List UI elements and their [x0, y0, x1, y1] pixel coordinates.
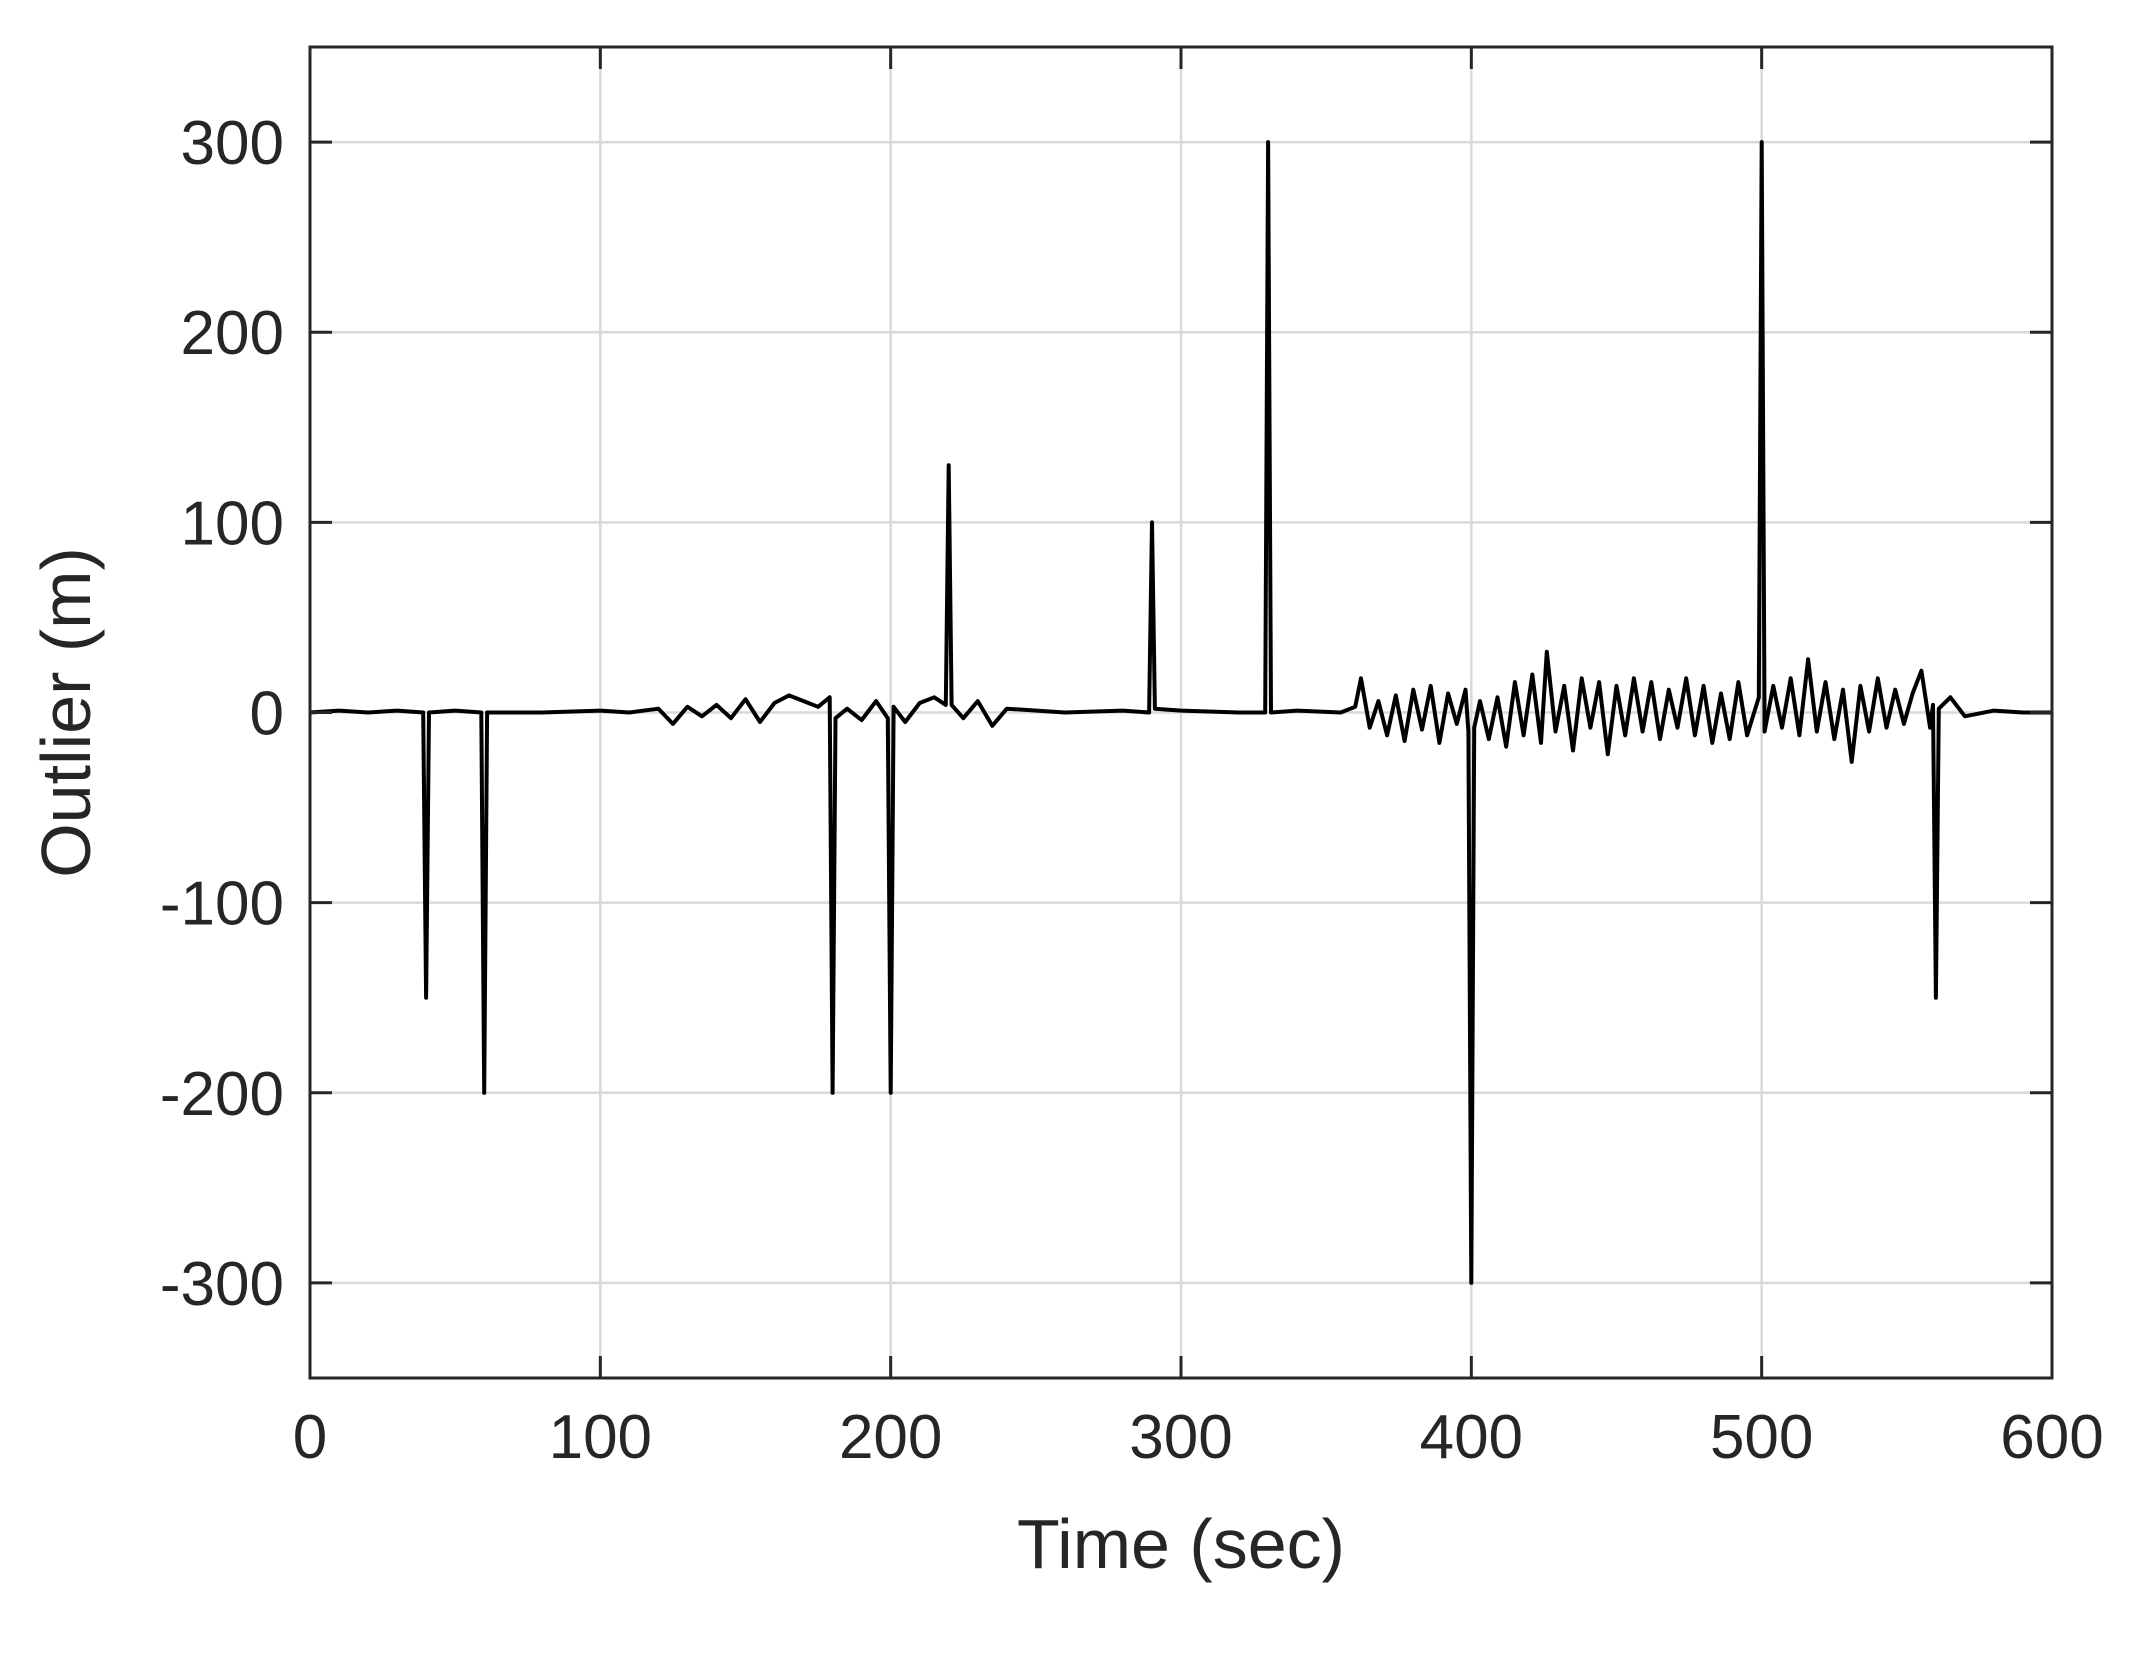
- y-tick-label: 0: [250, 680, 284, 749]
- y-tick-labels: 300 200 100 0 -100 -200 -300: [160, 109, 284, 1319]
- x-axis-label: Time (sec): [1017, 1505, 1345, 1583]
- y-tick-label: -300: [160, 1250, 284, 1319]
- y-tick-label: -100: [160, 870, 284, 939]
- x-tick-label: 600: [2000, 1403, 2103, 1472]
- series-layer: [309, 140, 2052, 1285]
- x-tick-label: 500: [1710, 1403, 1813, 1472]
- x-tick-labels: 0 100 200 300 400 500 600: [293, 1403, 2104, 1472]
- y-tick-label: 300: [181, 109, 284, 178]
- y-axis-label: Outlier (m): [27, 547, 105, 878]
- x-tick-label: 300: [1129, 1403, 1232, 1472]
- x-tick-label: 100: [549, 1403, 652, 1472]
- series-line: [309, 140, 2052, 1285]
- y-tick-label: 100: [181, 489, 284, 558]
- x-tick-label: 0: [293, 1403, 327, 1472]
- x-tick-label: 400: [1420, 1403, 1523, 1472]
- y-tick-label: -200: [160, 1060, 284, 1129]
- x-tick-label: 200: [839, 1403, 942, 1472]
- tick-marks: [308, 47, 2054, 1378]
- y-tick-label: 200: [181, 299, 284, 368]
